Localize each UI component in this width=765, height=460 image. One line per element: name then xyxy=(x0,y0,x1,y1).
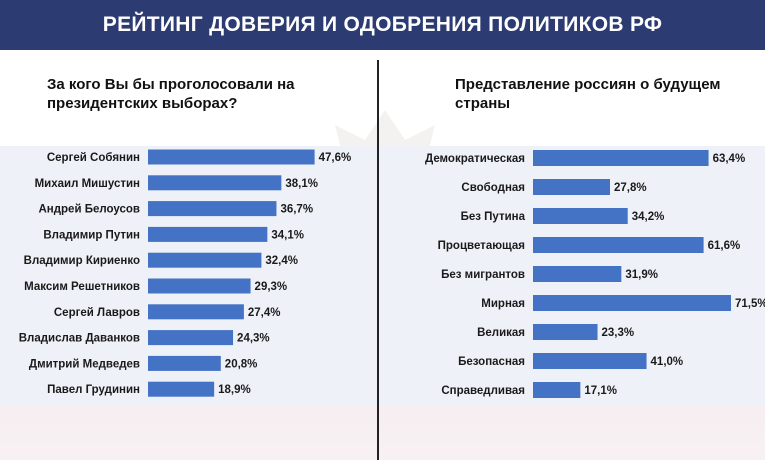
value-label: 29,3% xyxy=(255,281,288,293)
bar xyxy=(148,304,244,320)
left-chart-title: За кого Вы бы проголосовали на президент… xyxy=(47,76,295,112)
value-label: 18,9% xyxy=(218,384,251,396)
value-label: 34,2% xyxy=(632,211,665,223)
category-label: Михаил Мишустин xyxy=(35,178,140,190)
category-label: Владимир Кириенко xyxy=(24,255,140,267)
category-label: Сергей Лавров xyxy=(54,307,140,319)
value-label: 23,3% xyxy=(602,327,635,339)
bar xyxy=(148,226,268,242)
page-title: РЕЙТИНГ ДОВЕРИЯ И ОДОБРЕНИЯ ПОЛИТИКОВ РФ xyxy=(102,13,663,36)
bar xyxy=(533,295,731,311)
category-label: Свободная xyxy=(461,182,525,194)
bar xyxy=(148,252,262,268)
right-chart-title: Представление россиян о будущем страны xyxy=(455,76,721,112)
bar xyxy=(533,208,628,224)
left-bar-chart: Сергей Собянин 47,6% Михаил Мишустин 38,1% А… xyxy=(19,149,352,397)
bar xyxy=(148,201,277,217)
header-banner: РЕЙТИНГ ДОВЕРИЯ И ОДОБРЕНИЯ ПОЛИТИКОВ РФ xyxy=(0,0,765,50)
value-label: 17,1% xyxy=(584,385,617,397)
bar xyxy=(148,381,215,397)
value-label: 34,1% xyxy=(271,229,304,241)
value-label: 31,9% xyxy=(625,269,658,281)
right-bar-chart: Демократическая 63,4% Свободная 27,8% Без Пу… xyxy=(425,150,765,398)
bar xyxy=(533,382,581,398)
bar xyxy=(148,149,315,165)
category-label: Процветающая xyxy=(438,240,525,252)
bar xyxy=(148,330,234,346)
category-label: Справедливая xyxy=(441,385,525,397)
bar xyxy=(533,237,704,253)
bar xyxy=(533,353,647,369)
category-label: Без Путина xyxy=(461,211,526,223)
value-label: 32,4% xyxy=(265,255,298,267)
value-label: 63,4% xyxy=(713,153,746,165)
value-label: 27,8% xyxy=(614,182,647,194)
panel-divider xyxy=(377,60,379,460)
bar xyxy=(533,150,709,166)
category-label: Владимир Путин xyxy=(43,229,140,241)
value-label: 27,4% xyxy=(248,307,281,319)
bar xyxy=(148,355,221,371)
value-label: 47,6% xyxy=(319,152,352,164)
value-label: 41,0% xyxy=(651,356,684,368)
category-label: Павел Грудинин xyxy=(47,384,140,396)
bar xyxy=(148,175,282,191)
bar xyxy=(533,266,622,282)
value-label: 61,6% xyxy=(708,240,741,252)
category-label: Дмитрий Медведев xyxy=(29,358,140,370)
value-label: 71,5% xyxy=(735,298,765,310)
category-label: Безопасная xyxy=(458,356,525,368)
category-label: Без мигрантов xyxy=(441,269,525,281)
bar xyxy=(533,179,610,195)
category-label: Великая xyxy=(477,327,525,339)
value-label: 38,1% xyxy=(285,178,318,190)
category-label: Владислав Даванков xyxy=(19,333,140,345)
bar xyxy=(533,324,598,340)
category-label: Андрей Белоусов xyxy=(38,204,140,216)
category-label: Демократическая xyxy=(425,153,525,165)
value-label: 36,7% xyxy=(280,204,313,216)
value-label: 20,8% xyxy=(225,358,258,370)
value-label: 24,3% xyxy=(237,333,270,345)
category-label: Мирная xyxy=(481,298,525,310)
bar xyxy=(148,278,251,294)
category-label: Сергей Собянин xyxy=(47,152,140,164)
category-label: Максим Решетников xyxy=(24,281,140,293)
